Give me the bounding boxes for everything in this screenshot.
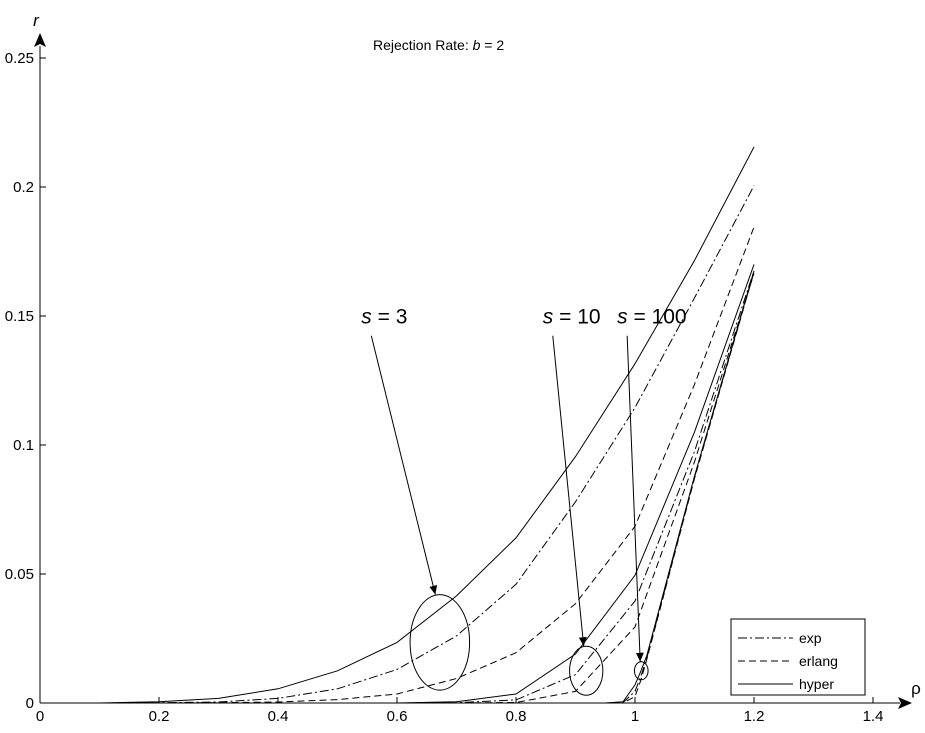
legend-box (730, 618, 866, 696)
series-line-dashed-s3 (99, 226, 755, 704)
annotation-ellipse (409, 594, 471, 691)
annotation-label: s = 3 (361, 306, 407, 329)
y-tick-label: 0.25 (5, 50, 34, 67)
legend-label-erlang: erlang (799, 653, 838, 669)
annotation-ellipse (633, 661, 649, 681)
x-tick-label: 1 (631, 708, 639, 725)
legend: exp erlang hyper (730, 618, 866, 696)
series-line-solid-s3 (99, 146, 755, 704)
series-layer (99, 146, 755, 704)
x-tick-label: 0.4 (268, 708, 289, 725)
y-tick-label: 0.05 (5, 566, 34, 583)
y-tick-label: 0.1 (13, 437, 34, 454)
y-tick-label: 0 (26, 695, 34, 712)
x-tick-label: 0.6 (387, 708, 408, 725)
x-tick-label: 0 (36, 708, 44, 725)
legend-label-exp: exp (799, 630, 822, 646)
axis-ticks: 0 0.2 0.4 0.6 0.8 1 1.2 1.4 0 0.05 0.1 0.15 0.2 0.25 (5, 50, 884, 725)
annotation-arrow (552, 335, 587, 647)
y-tick-label: 0.2 (13, 179, 34, 196)
y-tick-label: 0.15 (5, 308, 34, 325)
series-line-solid-s10 (396, 264, 755, 704)
x-tick-label: 1.2 (744, 708, 765, 725)
annotation-layer: s = 3 s = 10 s = 100 (361, 306, 687, 696)
y-axis-label: r (33, 11, 40, 30)
series-line-dashed-s10 (397, 273, 755, 704)
annotation-arrow (370, 335, 438, 595)
legend-label-hyper: hyper (799, 676, 834, 692)
annotation-label: s = 10 (543, 306, 601, 329)
annotation-ellipse (569, 645, 604, 696)
x-tick-label: 0.8 (506, 708, 527, 725)
x-axis-label: ρ (911, 679, 921, 698)
annotation-arrow (626, 335, 644, 662)
x-axis-arrow-icon (898, 697, 912, 709)
x-tick-label: 0.2 (149, 708, 170, 725)
x-tick-label: 1.4 (863, 708, 884, 725)
series-line-dashdot-s10 (396, 270, 755, 704)
series-line-dashdot-s3 (99, 185, 755, 704)
annotation-label: s = 100 (617, 306, 686, 329)
y-axis-arrow-icon (34, 33, 46, 47)
chart-title: Rejection Rate: b = 2 (373, 37, 504, 53)
